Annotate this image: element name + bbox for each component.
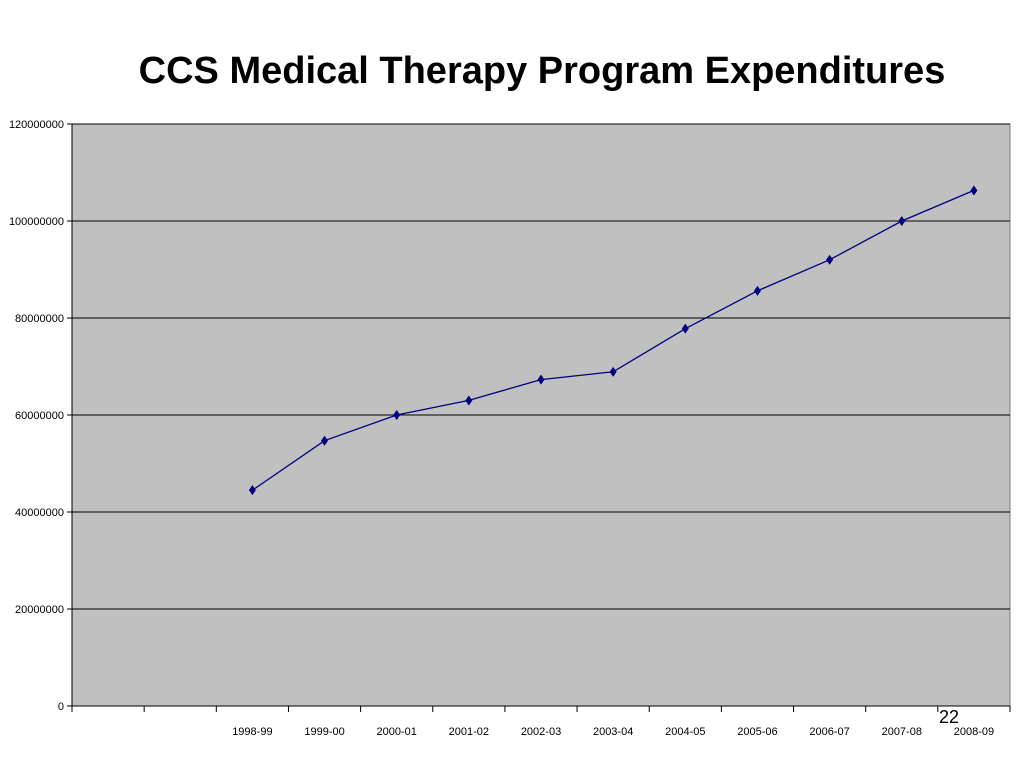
slide-number: 22 [939,707,960,727]
x-tick-label: 2002-03 [521,726,561,738]
y-axis-ticks: 0 20000000 40000000 60000000 80000000 1000000… [9,119,72,713]
y-tick-label: 80000000 [15,313,64,325]
data-point-marker [609,366,617,377]
series-line [248,185,978,496]
x-tick-label: 2005-06 [737,726,777,738]
x-tick-label: 2007-08 [882,726,922,738]
x-tick-label: 2000-01 [377,726,417,738]
y-tick-label: 40000000 [15,507,64,519]
data-point-marker [898,216,906,226]
x-tick-label: 2008-09 [954,726,994,738]
data-point-marker [681,323,689,334]
y-tick-label: 0 [58,701,64,713]
x-tick-label: 1998-99 [232,726,272,738]
x-tick-label: 1999-00 [304,726,344,738]
data-point-marker [321,435,329,446]
data-point-marker [970,185,978,196]
y-tick-label: 100000000 [9,216,64,228]
y-tick-label: 20000000 [15,604,64,616]
y-tick-label: 120000000 [9,119,64,131]
gridlines [72,123,1010,610]
data-point-marker [537,374,545,385]
data-point-marker [393,410,401,420]
x-tick-label: 2001-02 [449,726,489,738]
data-point-marker [826,254,834,265]
x-tick-label: 2003-04 [593,726,633,738]
x-axis-ticks: 1998-99 1999-00 2000-01 2001-02 2002-03 2003-… [71,706,1011,738]
x-tick-label: 2006-07 [809,726,849,738]
chart-title: CCS Medical Therapy Program Expenditures [138,50,946,92]
x-tick-label: 2004-05 [665,726,705,738]
data-point-marker [753,285,761,296]
data-point-marker [248,485,256,496]
y-tick-label: 60000000 [15,410,64,422]
data-point-marker [465,395,473,406]
